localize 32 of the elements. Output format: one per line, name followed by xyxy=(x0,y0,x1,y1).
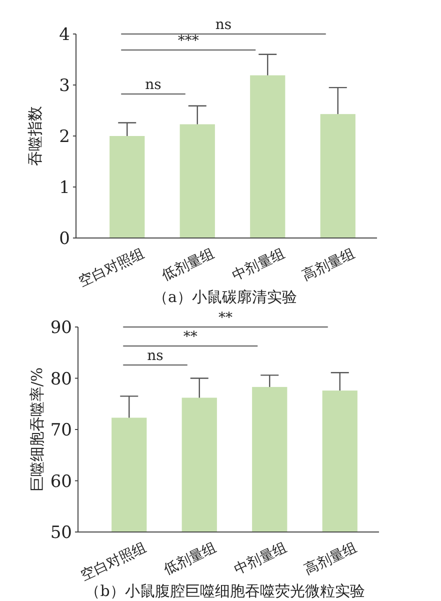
y-tick-label: 50 xyxy=(50,523,72,543)
x-tick-label: 高剂量组 xyxy=(300,246,358,284)
text: ns xyxy=(215,17,232,33)
x-tick-label: 低剂量组 xyxy=(160,246,218,284)
y-tick-label: 2 xyxy=(59,127,70,147)
x-tick-label: 低剂量组 xyxy=(162,540,220,578)
y-tick-label: 70 xyxy=(50,420,72,440)
bar xyxy=(180,124,215,238)
y-tick-label: 3 xyxy=(59,76,70,96)
y-axis-title: 巨噬细胞吞噬率/% xyxy=(28,367,46,492)
annotation: ns xyxy=(145,77,162,93)
y-tick-label: 4 xyxy=(59,25,70,45)
y-tick-label: 1 xyxy=(59,178,70,198)
bar xyxy=(110,136,145,238)
x-tick-label: 中剂量组 xyxy=(232,540,290,578)
y-tick-label: 60 xyxy=(50,472,72,492)
annotation: ns xyxy=(147,348,164,364)
y-tick-label: 90 xyxy=(50,318,72,338)
y-axis-title: 吞噬指数 xyxy=(26,106,44,166)
annotation: *** xyxy=(178,33,199,49)
y-tick-label: 80 xyxy=(50,369,72,390)
text: （a）小鼠碳廓清实验 xyxy=(153,288,297,306)
x-tick-label: 高剂量组 xyxy=(302,540,360,578)
text: （b）小鼠腹腔巨噬细胞吞噬荧光微粒实验 xyxy=(85,582,365,600)
text: ** xyxy=(218,310,232,326)
bar xyxy=(250,75,286,238)
bar xyxy=(320,114,356,238)
x-tick-label: 空白对照组 xyxy=(78,540,149,584)
annotation: ** xyxy=(183,329,198,345)
x-tick-label: 中剂量组 xyxy=(230,246,288,284)
x-tick-label: 空白对照组 xyxy=(76,246,147,290)
y-tick-label: 0 xyxy=(59,229,70,249)
